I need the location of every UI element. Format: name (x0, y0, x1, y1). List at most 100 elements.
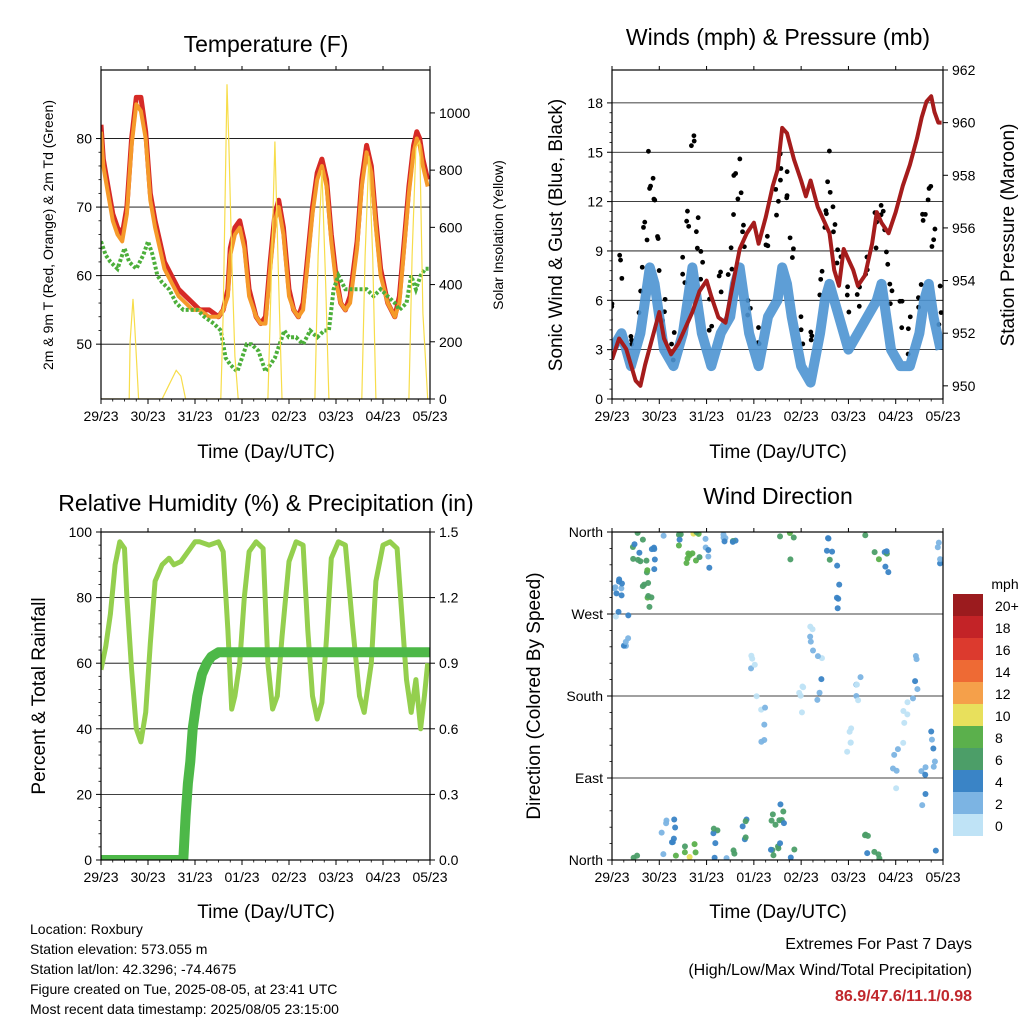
direction-point (798, 709, 805, 716)
direction-point (625, 635, 632, 642)
9m-t-line (101, 102, 430, 326)
direction-point (930, 745, 937, 752)
gust-point (642, 219, 648, 225)
direction-point (630, 854, 637, 860)
direction-point (928, 736, 935, 743)
elevation-text: Station elevation: 573.055 m (30, 941, 208, 957)
y2-tick-label: 800 (439, 162, 463, 178)
direction-point (651, 566, 658, 573)
gust-point (776, 198, 781, 204)
direction-point (651, 556, 658, 563)
direction-point (681, 843, 688, 850)
colorbar-label: 10 (995, 708, 1011, 724)
y2-tick-label: 0 (439, 391, 447, 407)
direction-point (777, 533, 784, 540)
direction-panel: Wind Direction Time (Day/UTC) Direction … (524, 483, 1019, 923)
gust-point (728, 245, 734, 251)
colorbar-label: 4 (995, 774, 1003, 790)
y-tick-label: 12 (587, 194, 603, 210)
direction-point (692, 849, 699, 856)
gust-point (825, 179, 831, 185)
direction-point (696, 554, 703, 561)
latlon-text: Station lat/lon: 42.3296; -74.4675 (30, 961, 237, 977)
direction-point (630, 555, 637, 562)
created-text: Figure created on Tue, 2025-08-05, at 23… (30, 981, 338, 997)
direction-point (702, 535, 709, 542)
direction-point (818, 676, 825, 683)
colorbar-label: 0 (995, 818, 1003, 834)
direction-point (683, 560, 690, 567)
gust-point (798, 314, 804, 320)
y-tick-label: 60 (76, 268, 92, 284)
gust-point (671, 330, 677, 335)
colorbar-label: 12 (995, 686, 1011, 702)
gust-point (830, 204, 836, 210)
plot-frame (611, 531, 944, 861)
x-tick-label: 03/23 (831, 869, 866, 885)
gust-point (650, 175, 656, 181)
direction-point (711, 854, 718, 860)
y-tick-label: 80 (76, 131, 92, 147)
y-tick-label: West (571, 606, 603, 622)
temperature-xlabel: Time (Day/UTC) (197, 442, 335, 463)
y-tick-label: 80 (76, 590, 92, 606)
direction-point (883, 548, 890, 555)
colorbar-label: 20+ (995, 598, 1019, 614)
gust-point (884, 249, 889, 255)
y2-tick-label: 1000 (439, 105, 470, 121)
colorbar-swatch (953, 594, 983, 616)
direction-point (639, 583, 646, 590)
plot-frame (100, 69, 431, 400)
y2-tick-label: 0.3 (439, 786, 459, 802)
direction-point (753, 693, 760, 700)
direction-point (807, 633, 814, 640)
colorbar-swatch (953, 682, 983, 704)
y-tick-label: 15 (587, 144, 603, 160)
rh-line (101, 539, 430, 745)
humidity-ylabel-left: Percent & Total Rainfall (29, 597, 50, 794)
x-tick-label: 02/23 (784, 408, 819, 424)
direction-point (875, 851, 882, 858)
direction-point (768, 817, 775, 824)
direction-point (672, 852, 679, 859)
gust-point (764, 233, 770, 239)
plot-frame (611, 69, 944, 400)
gust-point (897, 298, 903, 304)
y-tick-label: 70 (76, 199, 92, 215)
gust-point (741, 222, 746, 228)
gust-point (644, 237, 650, 243)
direction-point (639, 536, 646, 543)
gust-point (686, 223, 692, 229)
direction-point (871, 549, 878, 556)
direction-point (645, 580, 652, 587)
x-tick-label: 05/23 (412, 869, 447, 885)
direction-point (847, 739, 854, 746)
direction-point (864, 832, 871, 839)
direction-point (730, 847, 737, 854)
y2-tick-label: 950 (952, 378, 976, 394)
gust-point (938, 310, 943, 315)
direction-point (934, 544, 941, 551)
gust-point (773, 186, 779, 192)
direction-point (791, 846, 798, 853)
direction-point (829, 548, 836, 555)
direction-point (644, 567, 651, 574)
y2-tick-label: 0.0 (439, 852, 459, 868)
x-tick-label: 02/23 (784, 869, 819, 885)
direction-point (748, 665, 755, 672)
direction-point (914, 686, 921, 693)
y2-tick-label: 0.6 (439, 721, 459, 737)
direction-point (780, 808, 787, 815)
gust-point (618, 257, 623, 263)
direction-point (721, 538, 728, 545)
direction-point (937, 556, 943, 563)
direction-point (712, 840, 719, 847)
gust-point (798, 327, 804, 333)
direction-point (836, 581, 843, 588)
recent-data-text: Most recent data timestamp: 2025/08/05 2… (30, 1001, 339, 1017)
x-tick-label: 30/23 (642, 869, 677, 885)
x-tick-label: 03/23 (318, 408, 353, 424)
x-tick-label: 31/23 (177, 408, 212, 424)
gust-point (617, 252, 623, 258)
y-tick-label: 9 (595, 243, 603, 259)
